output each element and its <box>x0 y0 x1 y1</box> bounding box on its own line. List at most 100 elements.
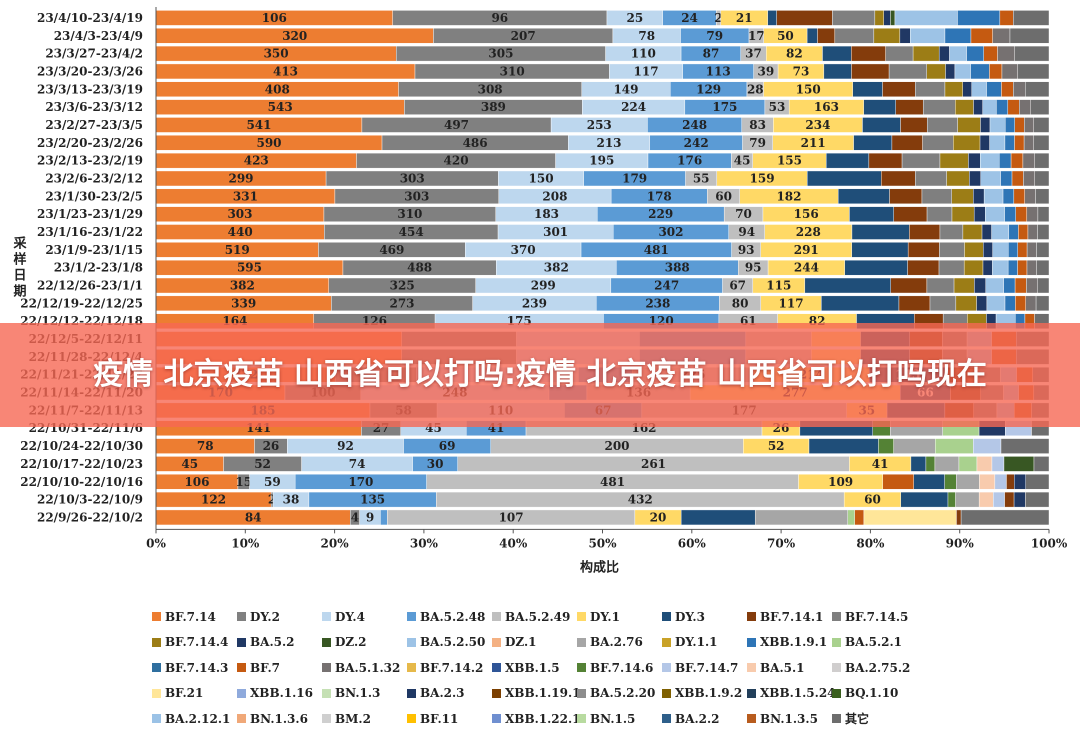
bar-segment <box>776 10 833 26</box>
data-label: 82 <box>786 47 803 61</box>
data-label: 120 <box>649 314 674 328</box>
bar-segment <box>926 206 953 222</box>
data-label: 543 <box>268 100 293 114</box>
category-label: 22/10/17-22/10/23 <box>20 457 143 471</box>
bar-segment <box>970 63 990 80</box>
bar-segment <box>1000 438 1050 454</box>
data-label: 590 <box>256 136 281 150</box>
x-tick-label: 40% <box>499 536 528 550</box>
data-label: 177 <box>732 403 757 417</box>
data-label: 497 <box>444 118 469 132</box>
data-label: 45 <box>425 421 442 435</box>
legend-item: DY.1 <box>577 604 662 630</box>
bar-segment <box>811 331 861 347</box>
bar-segment <box>1013 10 1050 26</box>
data-label: 432 <box>628 493 653 507</box>
legend-swatch <box>152 663 161 673</box>
bar-segment <box>1035 295 1050 312</box>
bar-segment <box>980 152 1000 169</box>
data-label: 242 <box>684 136 709 150</box>
data-label: 92 <box>337 439 354 453</box>
bar-segment <box>989 135 1006 151</box>
bar-segment <box>847 509 855 526</box>
bar-segment <box>851 242 909 258</box>
bar-segment <box>980 117 991 133</box>
bar-segment <box>1026 242 1037 258</box>
bar-segment <box>921 188 952 205</box>
data-label: 74 <box>349 457 366 471</box>
data-label: 67 <box>595 403 612 417</box>
legend-label: BF.7.14.5 <box>845 609 909 624</box>
data-label: 469 <box>379 243 404 257</box>
data-label: 176 <box>677 154 702 168</box>
bar-segment <box>745 331 812 347</box>
bar-segment <box>826 152 870 169</box>
data-label: 440 <box>228 225 253 239</box>
data-label: 95 <box>745 261 762 275</box>
legend-label: BF.21 <box>165 686 204 701</box>
bar-segment <box>1024 188 1036 205</box>
data-label: 122 <box>201 493 226 507</box>
data-label: 382 <box>544 261 569 275</box>
bar-segment <box>962 224 983 240</box>
bar-segment <box>851 45 886 62</box>
data-label: 38 <box>283 493 300 507</box>
data-label: 45 <box>181 457 198 471</box>
legend-label: XBB.1.22.1 <box>505 711 581 726</box>
bar-segment <box>874 10 884 26</box>
data-label: 21 <box>736 11 753 25</box>
bar-segment <box>1013 491 1026 508</box>
bar-segment <box>973 438 1002 454</box>
data-label: 244 <box>794 261 819 275</box>
bar-segment <box>996 99 1009 115</box>
bar-segment <box>901 152 941 169</box>
bar-segment <box>1037 206 1050 222</box>
bar-segment <box>980 384 1004 401</box>
data-label: 208 <box>542 189 567 203</box>
data-label: 175 <box>712 100 737 114</box>
legend-swatch <box>747 663 756 673</box>
bar-segment <box>639 331 747 347</box>
data-label: 214 <box>799 368 824 382</box>
bar-segment <box>910 28 946 44</box>
bar-segment <box>1017 242 1028 258</box>
bar-segment <box>981 224 992 240</box>
x-tick-labels: 0% 10% 20% 30% 40% 50% 60% 70% 80% 90% 100% <box>146 529 1068 550</box>
bar-segment <box>1010 152 1024 169</box>
bar-segment <box>799 420 873 436</box>
legend-item: BA.5.2.50 <box>407 630 492 656</box>
data-label: 182 <box>776 189 801 203</box>
bar-segment <box>967 313 987 329</box>
legend-item: BN.1.3.5 <box>747 706 832 732</box>
bar-segment <box>1014 474 1027 490</box>
data-label: 388 <box>665 261 690 275</box>
legend-label: BA.5.1.32 <box>335 660 401 675</box>
legend-item: BF.7.14.2 <box>407 655 492 681</box>
bar-segment <box>1033 117 1050 133</box>
data-label: 70 <box>735 207 752 221</box>
bar-segment <box>890 277 928 294</box>
bar-segment <box>155 331 402 347</box>
bar-segment <box>860 349 910 365</box>
legend-swatch <box>832 612 841 622</box>
bar-segment <box>1025 81 1050 97</box>
chart-legend: BF.7.14 DY.2 DY.4 BA.5.2.48 BA.5.2.49 DY.1 DY.… <box>152 604 1072 732</box>
data-label: 113 <box>706 64 731 78</box>
bar-segment <box>895 99 924 115</box>
bar-segment <box>882 474 914 490</box>
data-label: 273 <box>389 296 414 310</box>
data-label: 82 <box>809 314 826 328</box>
data-label: 185 <box>250 403 275 417</box>
legend-label: BA.2.3 <box>420 686 465 701</box>
legend-swatch <box>747 612 756 622</box>
bar-segment <box>970 28 993 44</box>
bar-segment <box>938 259 965 276</box>
data-label: 175 <box>507 314 532 328</box>
data-label: 106 <box>262 11 287 25</box>
y-axis-title: 采样日期 <box>12 236 27 300</box>
data-label: 303 <box>400 171 425 185</box>
data-label: 159 <box>750 171 775 185</box>
category-label: 23/4/10-23/4/19 <box>37 11 143 25</box>
legend-swatch <box>237 688 246 698</box>
data-label: 39 <box>758 64 775 78</box>
